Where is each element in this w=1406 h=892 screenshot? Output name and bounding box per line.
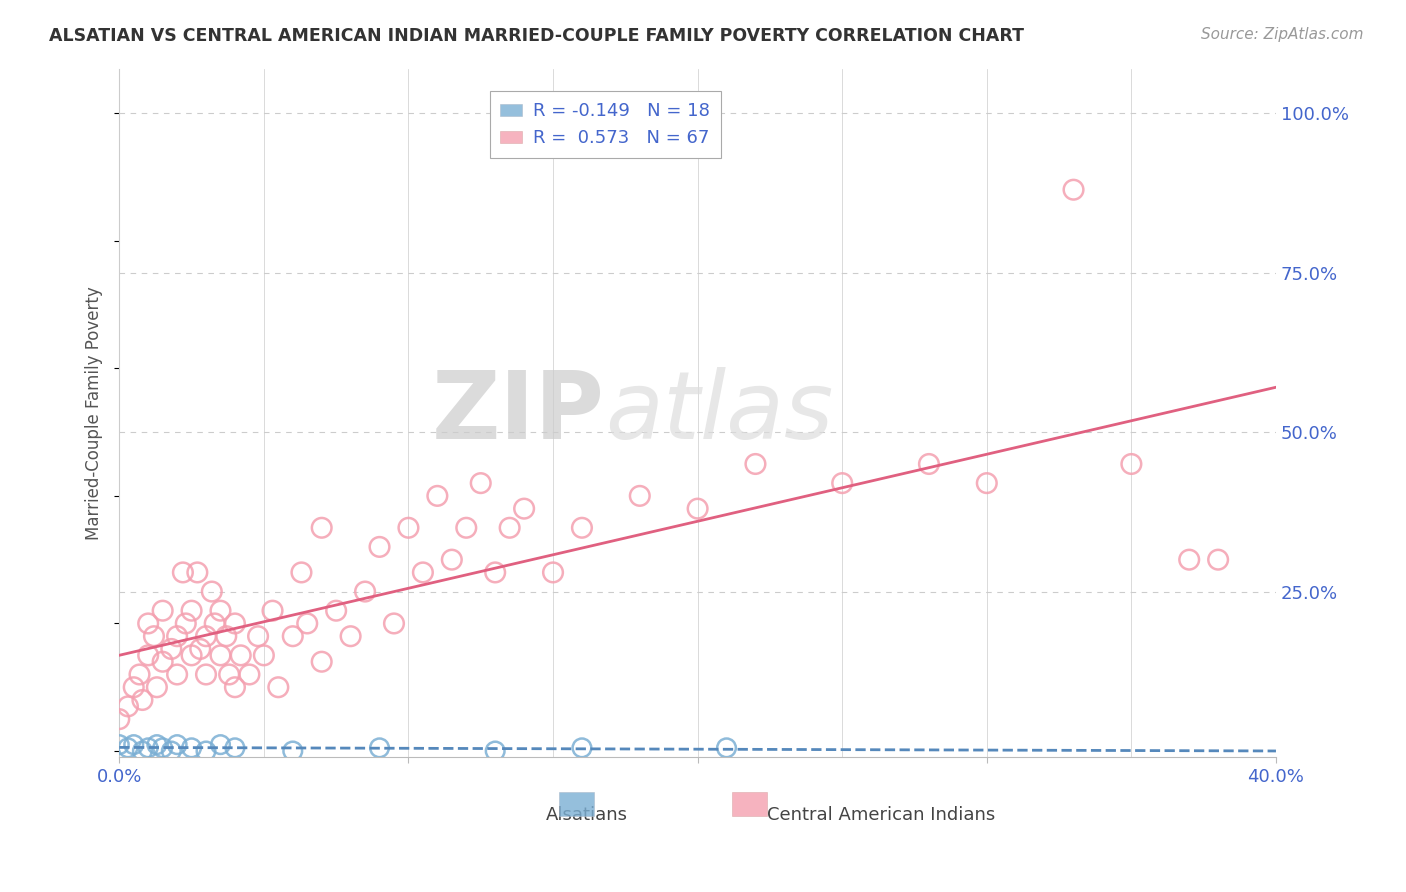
Point [440,552,463,566]
Point [1206,552,1229,566]
Point [180,604,202,618]
Point [229,648,252,663]
Point [117,699,139,714]
Point [224,740,246,755]
Point [368,740,391,755]
Point [166,738,188,752]
Point [484,566,506,580]
Point [218,667,240,681]
Point [172,566,194,580]
Text: ZIP: ZIP [432,367,605,459]
Point [311,521,333,535]
Point [136,740,159,755]
Point [152,740,174,755]
Point [122,680,145,694]
Point [238,667,260,681]
Point [541,566,564,580]
Point [204,616,226,631]
Point [976,476,998,491]
Y-axis label: Married-Couple Family Poverty: Married-Couple Family Poverty [86,286,103,540]
Text: Source: ZipAtlas.com: Source: ZipAtlas.com [1201,27,1364,42]
Point [209,604,232,618]
Point [180,740,202,755]
Point [281,629,304,643]
Point [628,489,651,503]
Point [1063,183,1085,197]
Point [122,738,145,752]
Point [136,648,159,663]
Point [311,655,333,669]
Point [186,566,208,580]
Point [180,648,202,663]
Point [166,667,188,681]
Point [174,616,197,631]
Point [131,693,153,707]
Legend: R = -0.149   N = 18, R =  0.573   N = 67: R = -0.149 N = 18, R = 0.573 N = 67 [489,91,721,158]
Point [195,629,218,643]
Point [128,667,150,681]
Point [152,655,174,669]
Point [195,744,218,758]
Text: Alsatians: Alsatians [546,805,628,823]
Point [484,744,506,758]
Text: Central American Indians: Central American Indians [768,805,995,823]
Point [281,744,304,758]
Point [744,457,766,471]
Point [267,680,290,694]
Point [201,584,224,599]
Point [209,648,232,663]
Point [215,629,238,643]
Point [382,616,405,631]
Point [195,667,218,681]
Point [339,629,361,643]
Point [398,521,420,535]
Point [160,744,183,758]
Bar [558,792,593,816]
Point [716,740,738,755]
Point [297,616,319,631]
Point [1121,457,1143,471]
Bar [733,792,768,816]
Point [571,740,593,755]
Point [262,604,284,618]
Point [918,457,941,471]
Point [831,476,853,491]
Point [209,738,232,752]
Point [160,642,183,657]
Point [686,501,709,516]
Point [166,629,188,643]
Point [152,604,174,618]
Point [136,616,159,631]
Point [290,566,312,580]
Point [188,642,211,657]
Point [426,489,449,503]
Point [513,501,536,516]
Point [143,629,166,643]
Point [325,604,347,618]
Point [247,629,270,643]
Point [1178,552,1201,566]
Point [253,648,276,663]
Text: ALSATIAN VS CENTRAL AMERICAN INDIAN MARRIED-COUPLE FAMILY POVERTY CORRELATION CH: ALSATIAN VS CENTRAL AMERICAN INDIAN MARR… [49,27,1024,45]
Point [224,680,246,694]
Point [108,712,131,726]
Point [108,738,131,752]
Point [146,680,169,694]
Point [412,566,434,580]
Point [117,740,139,755]
Point [131,744,153,758]
Point [498,521,520,535]
Text: atlas: atlas [605,368,834,458]
Point [470,476,492,491]
Point [224,616,246,631]
Point [354,584,377,599]
Point [456,521,478,535]
Point [571,521,593,535]
Point [368,540,391,554]
Point [146,738,169,752]
